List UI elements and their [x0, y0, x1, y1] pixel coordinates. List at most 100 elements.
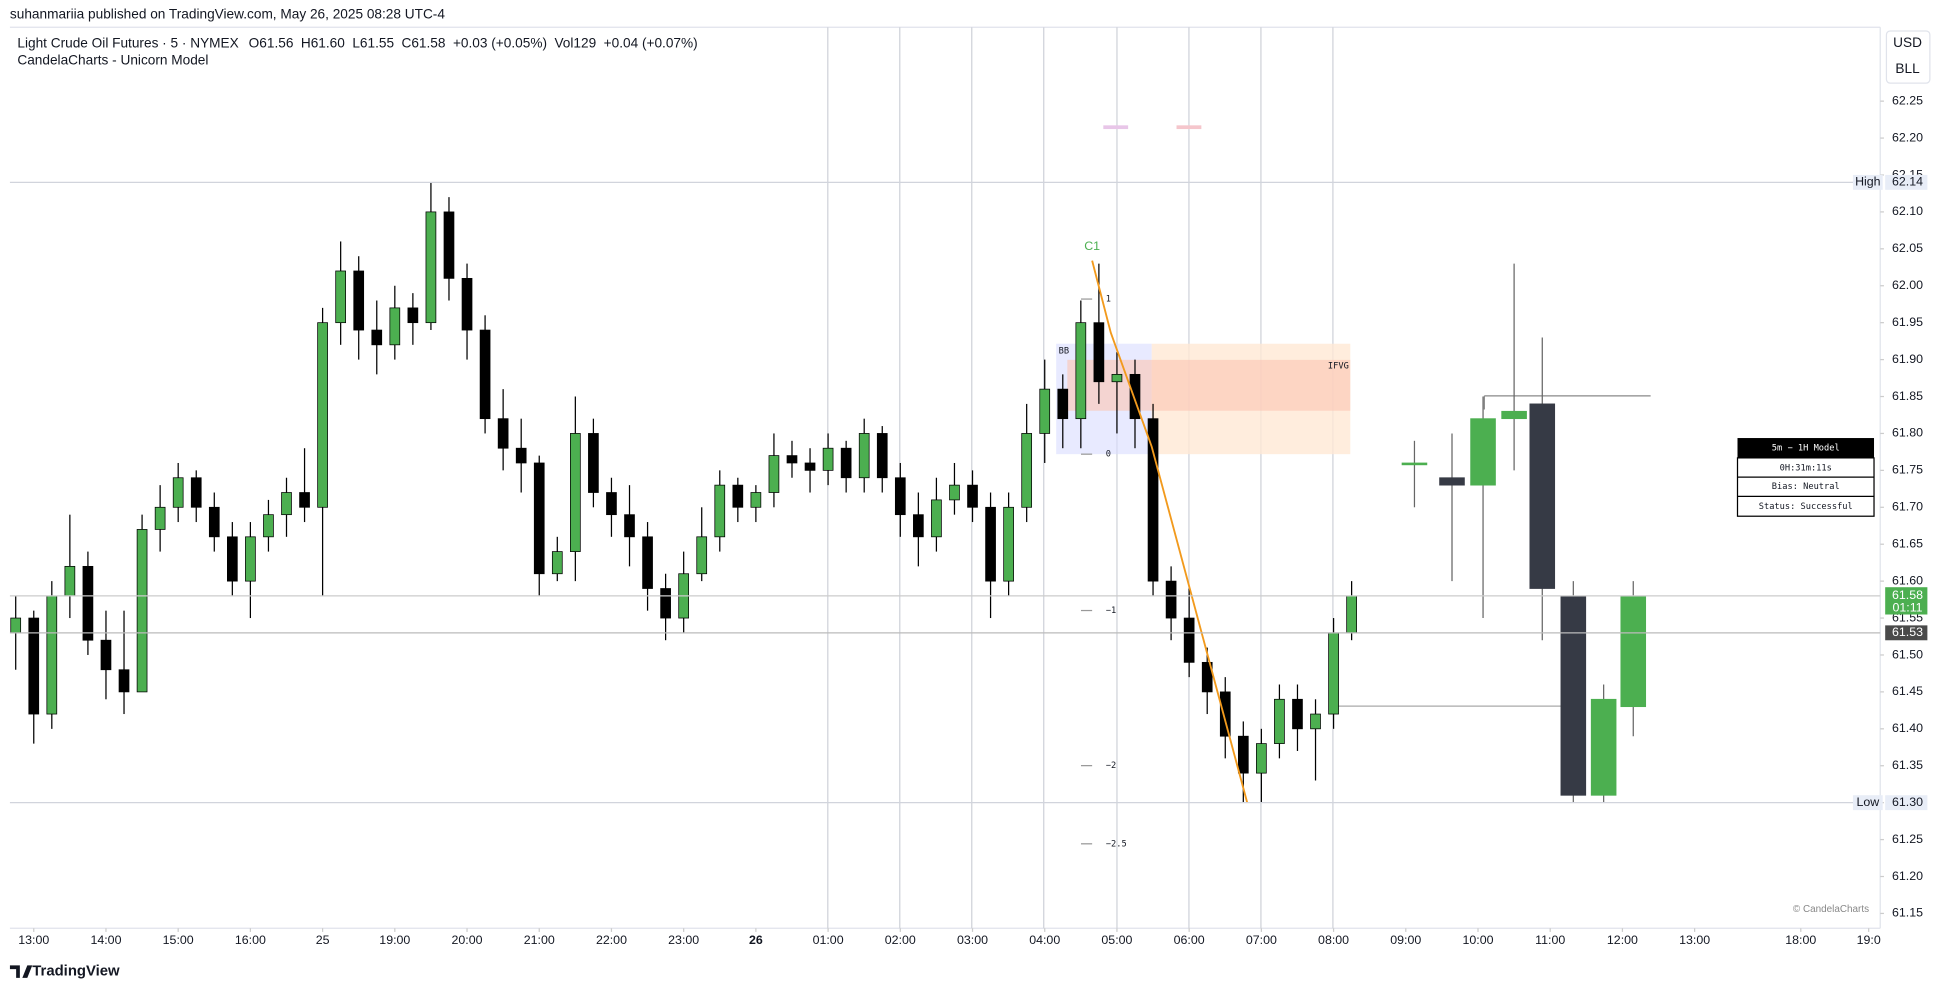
- candle-body: [10, 617, 22, 634]
- candle-body: [985, 506, 996, 582]
- candle-body: [82, 565, 94, 641]
- bb-label: BB: [1059, 347, 1069, 357]
- prev-close-label: 61.53: [1892, 625, 1923, 639]
- candle-body: [281, 492, 292, 516]
- ifvg-label: IFVG: [1328, 362, 1349, 372]
- candle-body: [371, 329, 383, 346]
- c1-label: C1: [1084, 239, 1100, 253]
- candle-body: [858, 433, 870, 479]
- price-tag: [1852, 795, 1883, 811]
- logo-text: TradingView: [32, 964, 120, 980]
- candle-body: [1256, 743, 1267, 774]
- marker: [1103, 125, 1129, 130]
- y-tick-label: 61.60: [1892, 573, 1923, 587]
- candle-body: [263, 514, 274, 538]
- candles: [10, 182, 1647, 803]
- candle-body: [1093, 322, 1105, 383]
- y-tick-label: 62.25: [1892, 93, 1923, 107]
- candle-body: [172, 477, 184, 508]
- candle-body: [208, 506, 220, 538]
- candle-body: [714, 484, 726, 538]
- x-tick-label: 06:00: [1174, 933, 1205, 947]
- candle-body: [118, 669, 130, 693]
- x-tick-label: 10:00: [1462, 933, 1493, 947]
- fib-label: 1: [1106, 295, 1111, 305]
- candle-body: [100, 639, 112, 671]
- candle-body: [461, 277, 473, 331]
- price-tag: [1852, 174, 1883, 190]
- candle-body: [1501, 410, 1527, 420]
- candle-body: [876, 433, 888, 479]
- candle-body: [1560, 595, 1587, 796]
- candle-body: [696, 536, 708, 575]
- logo-icon: [9, 965, 33, 978]
- currency[interactable]: USD: [1893, 35, 1922, 50]
- watermark: © CandelaCharts: [1793, 904, 1869, 915]
- table-cell: 0H:31m:11s: [1780, 463, 1832, 473]
- price-tag-name: Low: [1856, 795, 1879, 809]
- y-tick-label: 61.80: [1892, 426, 1923, 440]
- y-tick-label: 61.40: [1892, 721, 1923, 735]
- y-tick-label: 62.05: [1892, 241, 1923, 255]
- candle-body: [1292, 698, 1303, 730]
- prev-close-tag: [1885, 625, 1928, 641]
- fib-ticks: [1080, 298, 1093, 845]
- countdown: 01:11: [1892, 601, 1922, 615]
- header: Light Crude Oil Futures · 5 · NYMEX O61.5…: [17, 35, 697, 50]
- candle-body: [1401, 462, 1428, 466]
- candle-body: [768, 455, 780, 493]
- volume-change: +0.04 (+0.07%): [604, 35, 698, 50]
- y-tick-label: 61.35: [1892, 758, 1923, 772]
- x-tick-label: 01:00: [813, 933, 844, 947]
- table-header: 5m − 1H Model: [1772, 443, 1840, 453]
- y-tick-label: 62.10: [1892, 204, 1923, 218]
- candle-body: [1346, 595, 1357, 634]
- model-table: 5m − 1H Model 0H:31m:11s Bias: Neutral S…: [1736, 438, 1875, 517]
- candle-body: [335, 270, 346, 324]
- x-tick-label: 21:00: [524, 933, 555, 947]
- y-tick-label: 61.90: [1892, 352, 1923, 366]
- y-tick-label: 61.15: [1892, 906, 1923, 920]
- x-tick-label: 15:00: [163, 933, 194, 947]
- volume: Vol129: [554, 35, 596, 50]
- candle-body: [949, 484, 960, 501]
- candle-body: [931, 499, 942, 538]
- attribution: suhanmariia published on TradingView.com…: [10, 7, 445, 22]
- candle-body: [822, 447, 834, 471]
- candle-body: [1039, 388, 1051, 434]
- x-tick-label: 07:00: [1246, 933, 1277, 947]
- candle-body: [624, 514, 635, 538]
- candle-body: [551, 551, 563, 575]
- x-tick-label: 02:00: [885, 933, 916, 947]
- candle-body: [642, 536, 653, 589]
- fib-label: −1: [1106, 606, 1116, 616]
- x-tick-label: 25: [316, 933, 330, 947]
- candle-body: [750, 492, 762, 508]
- symbol-title: Light Crude Oil Futures · 5 · NYMEX: [17, 35, 238, 50]
- candle-body: [497, 418, 509, 449]
- candle-body: [913, 514, 924, 538]
- candle-body: [1057, 388, 1069, 420]
- x-tick-label: 11:00: [1535, 933, 1565, 947]
- candle-body: [967, 484, 978, 508]
- candle-body: [28, 617, 40, 715]
- table-cell: Status: Successful: [1759, 502, 1853, 512]
- candle-body: [317, 322, 328, 508]
- x-tick-label: 20:00: [452, 933, 483, 947]
- currency-box[interactable]: [1885, 30, 1931, 84]
- marker: [1176, 125, 1202, 130]
- candle-body: [804, 462, 816, 471]
- candle-body: [1590, 698, 1617, 796]
- ohlc: C61.58: [402, 35, 446, 50]
- candle-body: [894, 477, 906, 516]
- unit[interactable]: BLL: [1895, 61, 1920, 76]
- x-tick-label: 19:0: [1857, 933, 1881, 947]
- table-cell: Bias: Neutral: [1772, 482, 1840, 492]
- change: +0.03 (+0.05%): [453, 35, 547, 50]
- indicator-name: CandelaCharts - Unicorn Model: [17, 52, 208, 67]
- y-tick-label: 61.85: [1892, 389, 1923, 403]
- y-tick-label: 61.95: [1892, 315, 1923, 329]
- price-tag-name: High: [1855, 175, 1881, 189]
- x-tick-label: 04:00: [1029, 933, 1060, 947]
- candle-body: [425, 211, 437, 324]
